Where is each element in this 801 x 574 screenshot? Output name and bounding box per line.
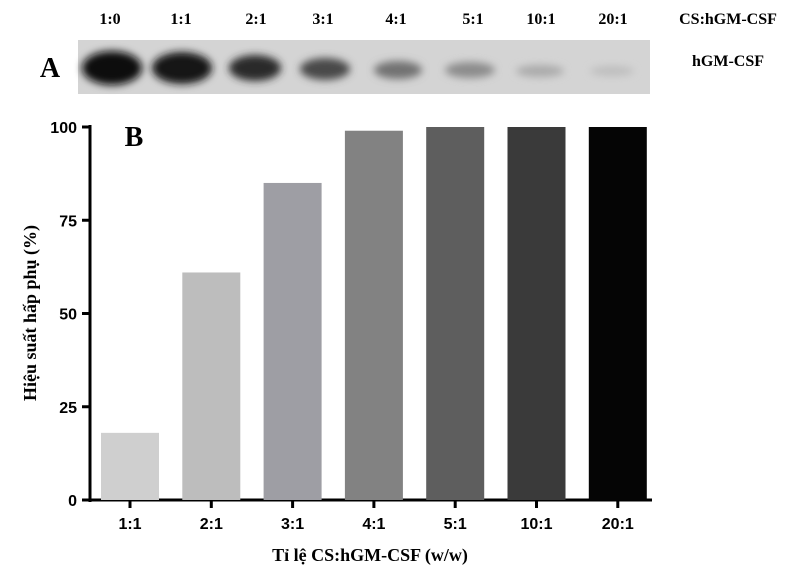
panel-label: B: [125, 122, 144, 153]
lane-label: 5:1: [462, 11, 483, 28]
band-label: hGM-CSF: [692, 53, 764, 70]
x-tick-label: 20:1: [602, 516, 634, 533]
lane-label: 20:1: [598, 11, 627, 28]
y-tick-label: 75: [59, 213, 77, 230]
x-tick-label: 5:1: [444, 516, 467, 533]
lane-label: 10:1: [526, 11, 555, 28]
bar: [101, 433, 159, 500]
bar: [182, 272, 240, 500]
lane-header: CS:hGM-CSF: [679, 11, 777, 28]
x-tick-label: 4:1: [362, 516, 385, 533]
lane-label: 3:1: [312, 11, 333, 28]
bar: [426, 127, 484, 500]
y-tick-label: 0: [68, 493, 77, 510]
y-axis-title: Hiệu suất hấp phụ (%): [20, 225, 41, 401]
bar: [345, 131, 403, 500]
x-tick-label: 1:1: [118, 516, 141, 533]
bar: [264, 183, 322, 500]
x-tick-label: 3:1: [281, 516, 304, 533]
lane-label: 2:1: [245, 11, 266, 28]
lane-label: 4:1: [385, 11, 406, 28]
x-tick-label: 10:1: [520, 516, 552, 533]
lane-label: 1:1: [170, 11, 191, 28]
y-tick-label: 25: [59, 400, 77, 417]
x-tick-label: 2:1: [200, 516, 223, 533]
x-axis-title: Tỉ lệ CS:hGM-CSF (w/w): [272, 545, 468, 566]
y-tick-label: 50: [59, 307, 77, 324]
panel-label: A: [40, 53, 61, 84]
figure: A 1:0 1:1 2:1 3:1 4:1 5:1 10:1 20:1 CS:h…: [0, 0, 801, 574]
lane-label: 1:0: [99, 11, 120, 28]
bar: [589, 127, 647, 500]
bar: [508, 127, 566, 500]
y-tick-label: 100: [50, 120, 77, 137]
